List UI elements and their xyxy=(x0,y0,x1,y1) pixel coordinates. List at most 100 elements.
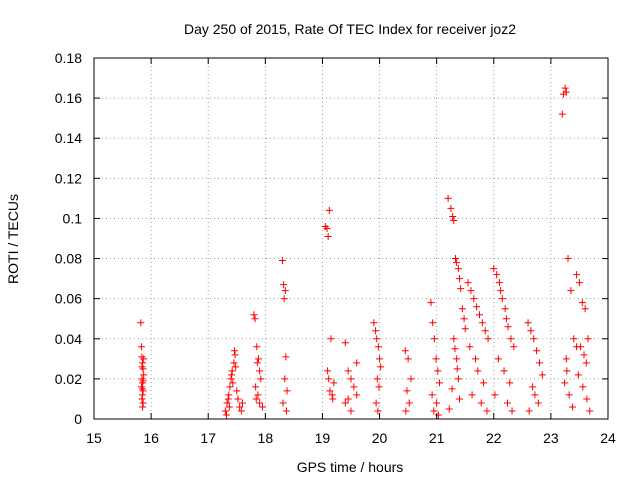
data-point xyxy=(236,403,244,411)
data-point xyxy=(225,403,233,411)
data-point xyxy=(324,232,332,240)
data-point xyxy=(223,399,231,407)
data-point xyxy=(450,216,458,224)
data-point xyxy=(451,345,459,353)
data-point xyxy=(498,295,506,303)
data-point xyxy=(535,359,543,367)
data-point xyxy=(256,367,264,375)
data-point xyxy=(238,399,246,407)
data-point xyxy=(565,391,573,399)
data-point xyxy=(282,353,290,361)
data-point xyxy=(507,335,515,343)
data-point xyxy=(468,391,476,399)
data-point xyxy=(227,375,235,383)
data-point xyxy=(254,391,262,399)
data-point xyxy=(139,399,147,407)
data-point xyxy=(375,383,383,391)
data-point xyxy=(574,371,582,379)
data-point xyxy=(434,367,442,375)
data-point xyxy=(473,303,481,311)
data-point xyxy=(510,343,518,351)
data-point xyxy=(444,194,452,202)
data-point xyxy=(461,325,469,333)
y-tick-label: 0.02 xyxy=(55,371,82,387)
data-point xyxy=(538,371,546,379)
y-tick-label: 0.16 xyxy=(55,90,82,106)
data-point xyxy=(233,387,241,395)
x-tick-label: 16 xyxy=(143,430,159,446)
data-point xyxy=(326,387,334,395)
data-point xyxy=(434,411,442,419)
data-point xyxy=(252,395,260,403)
data-point xyxy=(495,279,503,287)
data-point xyxy=(329,395,337,403)
data-point xyxy=(501,305,509,313)
data-point xyxy=(494,355,502,363)
data-point xyxy=(584,335,592,343)
data-point xyxy=(225,391,233,399)
y-tick-label: 0.06 xyxy=(55,291,82,307)
data-point xyxy=(502,315,510,323)
data-point xyxy=(474,367,482,375)
y-tick-label: 0 xyxy=(74,411,82,427)
data-point xyxy=(561,84,569,92)
data-point xyxy=(140,371,148,379)
data-point xyxy=(221,407,229,415)
data-point xyxy=(404,355,412,363)
data-point xyxy=(324,367,332,375)
data-point xyxy=(257,375,265,383)
data-point xyxy=(481,327,489,335)
x-axis-label: GPS time / hours xyxy=(297,459,404,475)
data-point xyxy=(407,375,415,383)
data-point xyxy=(533,347,541,355)
data-point xyxy=(470,295,478,303)
data-point xyxy=(453,365,461,373)
x-tick-label: 20 xyxy=(372,430,388,446)
data-point xyxy=(282,407,290,415)
data-point xyxy=(583,395,591,403)
data-point xyxy=(503,399,511,407)
data-point xyxy=(564,255,572,263)
data-point xyxy=(373,335,381,343)
data-point xyxy=(454,265,462,273)
data-point xyxy=(256,399,264,407)
data-point xyxy=(228,371,236,379)
data-point xyxy=(456,395,464,403)
plot-frame xyxy=(93,57,609,420)
data-point xyxy=(497,287,505,295)
data-point xyxy=(325,375,333,383)
x-tick-label: 19 xyxy=(315,430,331,446)
data-point xyxy=(450,335,458,343)
data-point xyxy=(377,363,385,371)
data-point xyxy=(575,279,583,287)
data-points xyxy=(137,84,594,419)
data-point xyxy=(327,335,335,343)
data-point xyxy=(445,405,453,413)
data-point xyxy=(325,206,333,214)
data-point xyxy=(140,355,148,363)
data-point xyxy=(226,383,234,391)
data-point xyxy=(558,110,566,118)
y-tick-label: 0.18 xyxy=(55,50,82,66)
data-point xyxy=(573,271,581,279)
data-point xyxy=(581,305,589,313)
data-point xyxy=(430,407,438,415)
x-tick-label: 21 xyxy=(429,430,445,446)
data-point xyxy=(281,287,289,295)
data-point xyxy=(479,379,487,387)
data-point xyxy=(534,399,542,407)
data-point xyxy=(230,359,238,367)
data-point xyxy=(562,355,570,363)
data-point xyxy=(449,212,457,220)
data-point xyxy=(374,343,382,351)
data-point xyxy=(433,399,441,407)
data-point xyxy=(453,355,461,363)
data-point xyxy=(139,359,147,367)
y-tick-label: 0.12 xyxy=(55,170,82,186)
data-point xyxy=(253,359,261,367)
data-point xyxy=(372,399,380,407)
data-point xyxy=(254,355,262,363)
data-point xyxy=(570,335,578,343)
data-point xyxy=(452,255,460,263)
